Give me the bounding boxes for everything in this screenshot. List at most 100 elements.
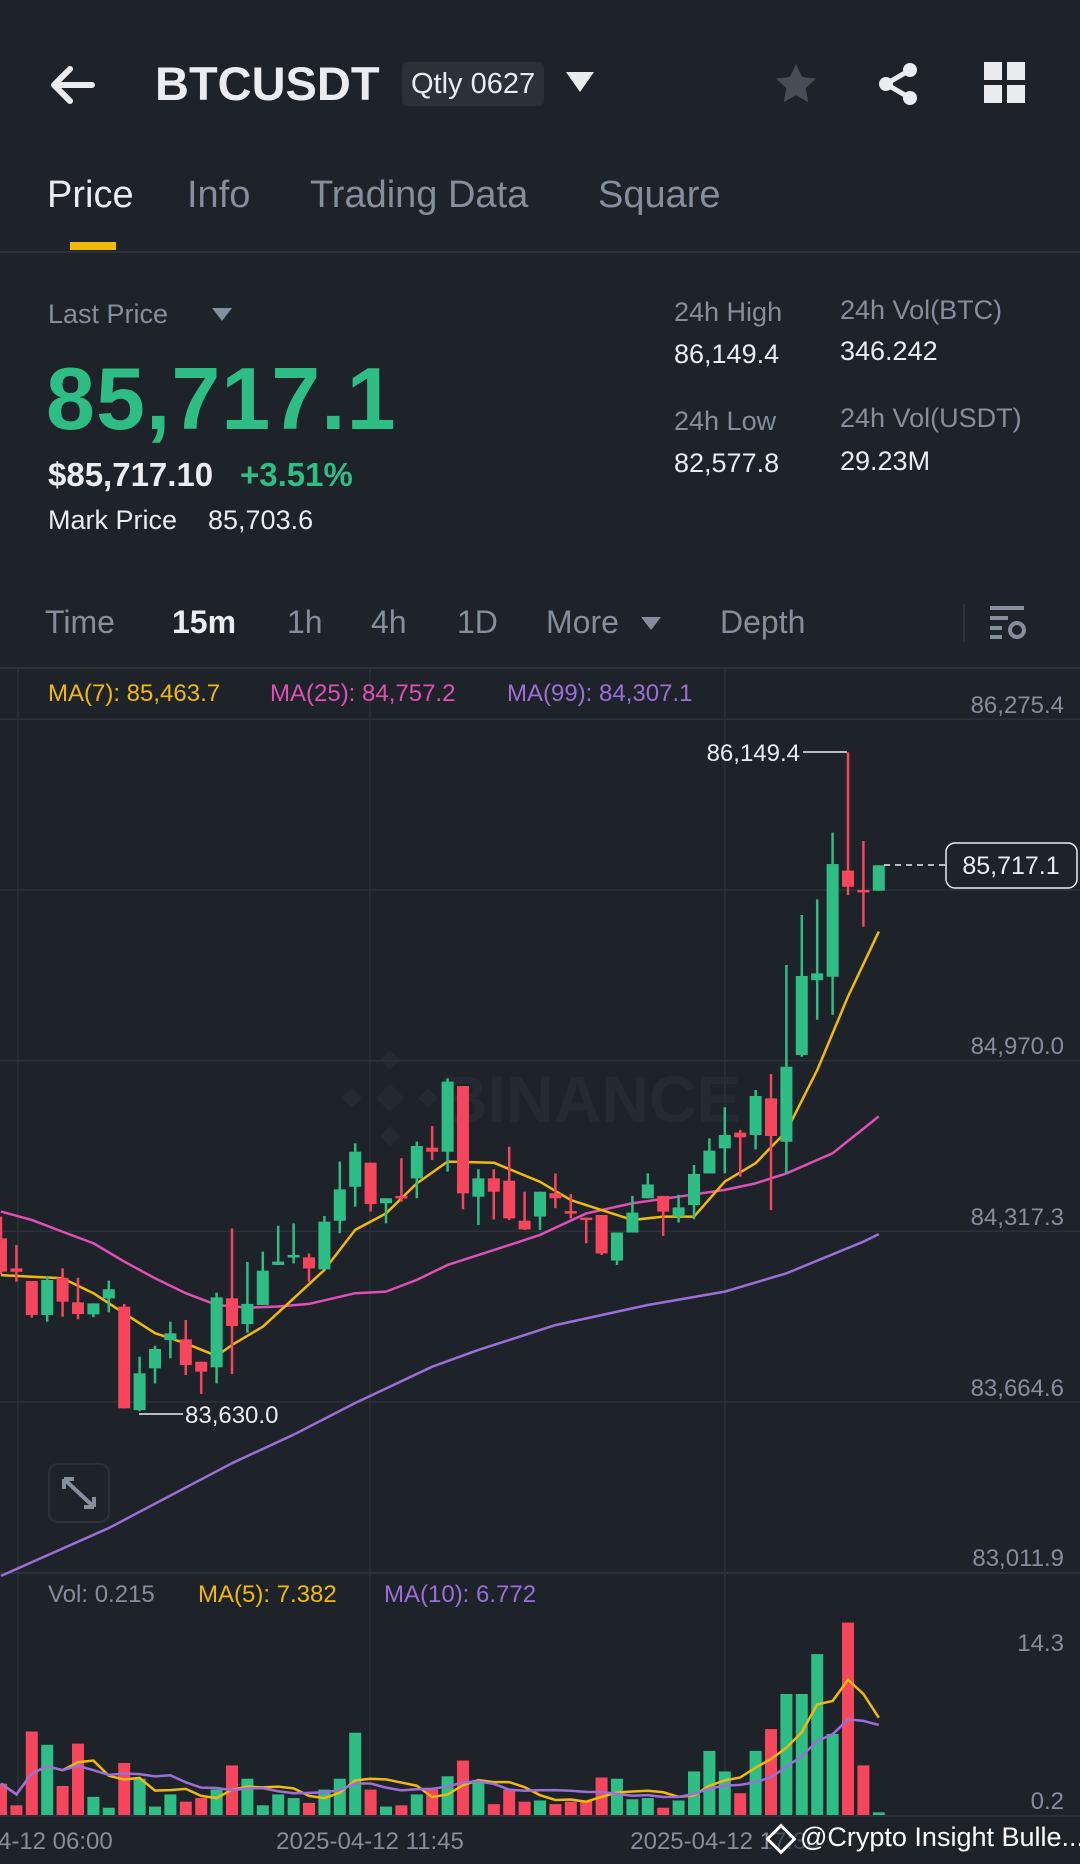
volume-bar	[72, 1743, 84, 1815]
candle-up	[333, 1161, 346, 1234]
candle-body	[10, 1268, 23, 1272]
ma7-line	[0, 931, 880, 1358]
candle-body	[380, 1198, 392, 1204]
24h-low-label: 24h Low	[674, 406, 777, 436]
volume-bar	[503, 1789, 516, 1815]
tab-square[interactable]: Square	[598, 174, 721, 216]
candle-down	[549, 1173, 562, 1209]
symbol-dropdown-icon[interactable]	[566, 72, 594, 92]
candle-body	[87, 1303, 100, 1315]
depth-tab[interactable]: Depth	[720, 604, 806, 640]
volume-bar	[734, 1793, 747, 1815]
candle-down	[0, 1216, 7, 1275]
candle-up	[441, 1078, 454, 1172]
candle-up	[210, 1292, 223, 1384]
last-price-label[interactable]: Last Price	[48, 299, 169, 329]
candle-up	[780, 964, 793, 1174]
candle-body	[272, 1261, 285, 1265]
volume-bar	[256, 1805, 269, 1815]
contract-badge[interactable]: Qtly 0627	[402, 62, 545, 106]
candle-body	[688, 1173, 700, 1206]
candle-body	[564, 1211, 577, 1214]
volume-bar	[210, 1789, 223, 1815]
timeframe-more[interactable]: More	[546, 604, 619, 640]
candle-body	[765, 1098, 777, 1137]
candle-down	[842, 752, 854, 896]
favorite-button[interactable]	[772, 60, 820, 113]
candle-up	[164, 1321, 177, 1359]
volume-bar	[795, 1694, 808, 1815]
candle-body	[364, 1162, 377, 1205]
candle-body	[657, 1195, 670, 1212]
usd-price: $85,717.10	[48, 456, 214, 493]
last-price: 85,717.1	[46, 349, 397, 448]
24h-vol-usdt-label: 24h Vol(USDT)	[840, 403, 1022, 433]
candle-body	[780, 1066, 793, 1142]
timeframe-time[interactable]: Time	[45, 604, 115, 640]
share-icon	[879, 63, 917, 105]
candle-body	[149, 1348, 161, 1369]
candle-up	[272, 1225, 285, 1265]
fullscreen-button[interactable]	[48, 1463, 110, 1523]
candle-body	[210, 1297, 223, 1368]
expand-icon	[62, 1477, 96, 1509]
volume-bar	[56, 1785, 69, 1815]
candle-down	[179, 1319, 192, 1376]
candle-up	[672, 1194, 685, 1223]
volume-bar	[195, 1798, 208, 1815]
ma99-legend: MA(99): 84,307.1	[507, 680, 693, 707]
more-dropdown-icon[interactable]	[641, 617, 661, 630]
timeframe-15m[interactable]: 15m	[172, 604, 237, 640]
candle-body	[318, 1221, 331, 1270]
volume-bar	[457, 1760, 469, 1815]
tab-price[interactable]: Price	[47, 174, 134, 216]
volume-tick-label: 14.3	[1017, 1630, 1064, 1657]
credit-watermark: @Crypto Insight Bulle...	[765, 1822, 1080, 1855]
change-percent: +3.51%	[240, 456, 353, 493]
candlestick-chart[interactable]: BINANCE 86,275.4 84,970.0 84,317.3 83,66…	[0, 669, 1080, 1864]
volume-bar	[626, 1799, 639, 1815]
active-tab-indicator	[70, 242, 116, 250]
timeframe-1h[interactable]: 1h	[287, 604, 323, 640]
timeframe-4h[interactable]: 4h	[371, 604, 407, 640]
candle-down	[487, 1169, 500, 1220]
candle-body	[718, 1134, 731, 1149]
candle-up	[287, 1223, 300, 1264]
candle-body	[872, 865, 885, 891]
candle-down	[503, 1146, 516, 1220]
candle-down	[657, 1195, 670, 1236]
volume-bar	[703, 1750, 716, 1815]
toolbar-separator	[963, 604, 965, 642]
layout-grid-button[interactable]	[984, 62, 1026, 109]
volume-bar	[580, 1800, 593, 1815]
tab-trading-data[interactable]: Trading Data	[310, 174, 529, 216]
chart-settings-button[interactable]	[988, 602, 1028, 647]
volume-bar	[780, 1694, 793, 1815]
current-price-box[interactable]	[945, 842, 1078, 889]
volume-bar	[87, 1796, 100, 1815]
volume-bar	[672, 1800, 685, 1815]
tabs-divider	[0, 251, 1080, 253]
24h-vol-usdt: 29.23M	[840, 446, 931, 476]
volume-legend: Vol: 0.215	[48, 1581, 155, 1608]
candle-up	[811, 899, 824, 1020]
timeframe-1d[interactable]: 1D	[457, 604, 498, 640]
x-tick-label: 2025-04-12 11:45	[276, 1828, 464, 1855]
last-price-dropdown-icon[interactable]	[212, 308, 232, 321]
candle-down	[518, 1191, 531, 1230]
candle-up	[749, 1089, 762, 1150]
candle-body	[826, 864, 839, 977]
candle-body	[303, 1257, 315, 1269]
share-button[interactable]	[874, 60, 922, 113]
volume-bar	[857, 1765, 870, 1815]
candle-up	[133, 1356, 146, 1412]
candle-up	[318, 1216, 331, 1270]
symbol-title[interactable]: BTCUSDT	[155, 57, 380, 110]
y-tick-label: 83,011.9	[972, 1545, 1064, 1572]
back-button[interactable]	[44, 60, 100, 110]
binance-watermark-text: BINANCE	[440, 1062, 741, 1136]
candle-down	[72, 1277, 84, 1320]
volume-bar	[179, 1801, 192, 1815]
binance-logo-icon	[341, 1049, 439, 1147]
tab-info[interactable]: Info	[187, 174, 251, 216]
